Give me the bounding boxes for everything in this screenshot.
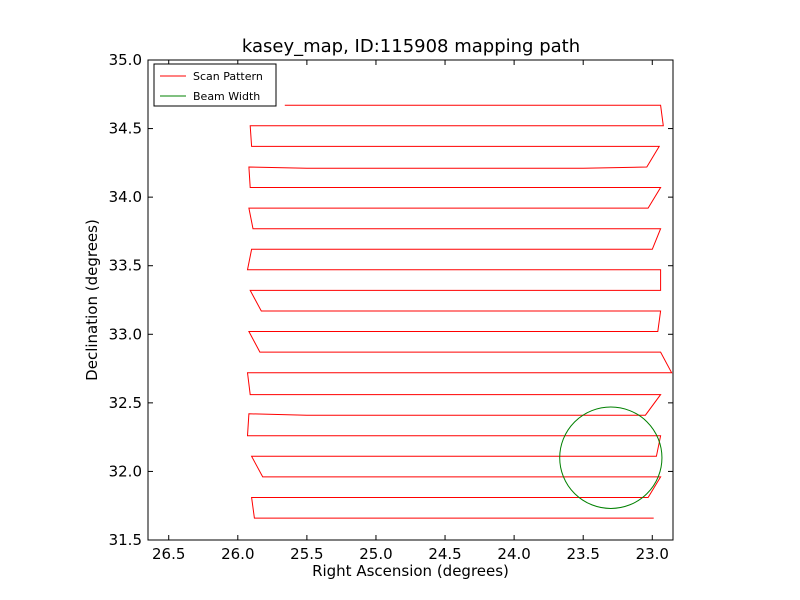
x-tick-label: 23.0 [636,545,669,563]
y-tick-label: 34.0 [109,188,142,206]
y-tick-label: 34.5 [109,120,142,138]
legend-box [153,63,277,107]
x-tick-label: 25.5 [290,545,323,563]
x-tick-label: 24.0 [497,545,530,563]
x-tick-label: 23.5 [566,545,599,563]
x-tick-label: 25.0 [359,545,392,563]
y-tick-label: 33.0 [109,325,142,343]
x-axis-label: Right Ascension (degrees) [312,562,509,580]
scan-pattern-line [246,104,673,519]
chart-title: kasey_map, ID:115908 mapping path [242,36,580,57]
beam-width-circle [559,406,663,509]
x-tick-label: 26.0 [221,545,254,563]
y-tick-label: 32.0 [109,462,142,480]
legend: Scan Pattern Beam Width [153,63,277,107]
y-tick-label: 31.5 [109,531,142,549]
y-axis-label: Declination (degrees) [83,219,101,381]
legend-label-beam-width: Beam Width [193,90,260,103]
y-tick-label: 33.5 [109,257,142,275]
series-layer [246,104,673,519]
x-tick-label: 26.5 [152,545,185,563]
x-tick-label: 24.5 [428,545,461,563]
legend-label-scan-pattern: Scan Pattern [193,70,263,83]
y-tick-label: 35.0 [109,51,142,69]
y-tick-label: 32.5 [109,394,142,412]
ticks-layer: 26.5 26.0 25.5 25.0 24.5 24.0 23.5 23.0 31.5 32.0… [109,51,673,563]
plot-frame [147,59,674,541]
